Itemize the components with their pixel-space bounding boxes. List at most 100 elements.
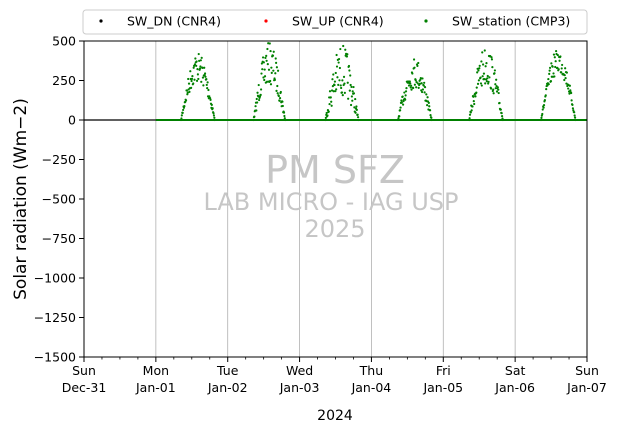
y-tick-label: −750 [42,231,76,246]
data-point [561,63,564,67]
data-point [539,118,543,122]
data-point [417,61,420,65]
data-point [422,84,425,87]
data-point [494,83,497,86]
data-point [565,71,568,74]
data-point [198,59,201,62]
y-tick-label: 250 [52,73,76,88]
data-point [428,105,431,108]
data-point [182,106,186,109]
data-point [472,95,475,98]
data-point [482,72,486,75]
data-point [416,64,419,67]
data-point [279,90,282,94]
data-point [202,84,205,87]
x-tick-label: Jan-02 [207,380,248,395]
data-point [547,77,550,81]
data-point [195,60,198,63]
data-point [492,88,495,91]
data-point [483,49,486,52]
data-point [420,89,423,92]
data-point [346,81,349,84]
data-point [479,76,482,79]
data-point [194,57,197,60]
data-point [338,66,342,70]
y-tick-label: −500 [42,192,76,207]
data-point [421,77,424,80]
data-point [261,56,265,59]
data-point [404,94,407,97]
y-tick-label: −1000 [34,271,76,286]
data-point [200,80,203,83]
data-point [196,73,199,76]
data-point [270,71,273,74]
data-point [260,62,263,65]
data-point [265,59,268,62]
data-point [475,86,478,89]
data-point [270,66,273,69]
data-point [343,82,346,85]
data-point [278,96,282,100]
data-point [182,108,185,112]
data-point [186,93,189,96]
data-point [327,110,330,113]
data-point [187,77,190,81]
data-point [337,83,340,86]
data-point [334,71,337,75]
data-point [415,86,418,89]
data-point [570,99,573,102]
data-point [397,117,400,120]
data-point [257,83,260,87]
data-point [188,90,191,93]
data-point [468,118,471,122]
data-point [341,79,344,82]
data-point [332,90,335,93]
data-point [335,65,339,68]
data-point [493,72,496,75]
data-point [345,55,349,58]
data-point [252,118,255,122]
data-point [410,88,413,91]
data-point [335,88,338,91]
series-points [155,42,587,122]
data-point [487,82,490,85]
data-point [477,79,480,82]
data-point [412,86,415,90]
data-point [500,115,504,118]
data-point [545,87,548,91]
data-point [339,84,342,87]
data-point [331,85,334,88]
data-point [479,82,483,85]
data-point [204,75,207,78]
data-point [416,82,419,85]
data-point [196,68,199,71]
data-point [195,64,198,67]
x-tick-day: Sun [575,363,599,378]
data-point [259,93,262,96]
data-point [571,107,575,110]
data-point [281,104,284,108]
data-point [180,114,183,117]
data-point [347,97,350,100]
data-point [559,55,562,58]
data-point [484,65,487,68]
data-point [486,74,489,78]
data-point [476,71,479,74]
data-point [324,116,327,120]
legend-box [82,9,588,35]
data-point [556,66,559,69]
data-point [346,53,349,56]
data-point [189,70,192,73]
data-point [428,109,432,112]
data-point [409,86,412,89]
data-point [564,67,567,70]
data-point [213,116,216,119]
data-point [573,114,576,117]
data-point [430,116,433,119]
data-point [483,78,486,81]
data-point [573,116,577,119]
data-point [183,105,186,108]
data-point [268,42,271,45]
data-point [276,69,280,72]
data-point [573,111,576,114]
